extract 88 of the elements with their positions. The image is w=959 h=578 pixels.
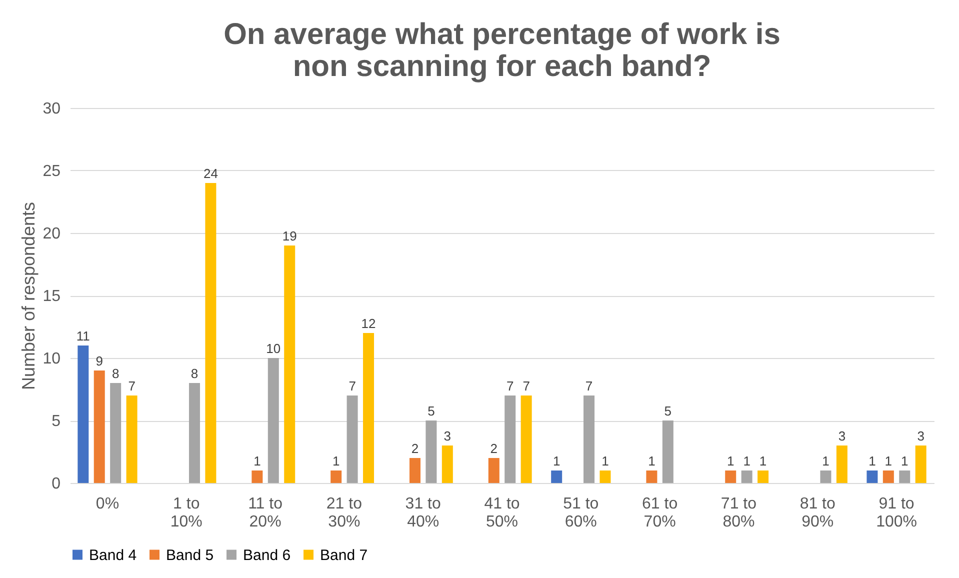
data-label: 1: [332, 454, 340, 468]
data-label: 7: [128, 378, 136, 394]
bar: [346, 396, 358, 483]
bar: [78, 346, 89, 483]
data-label: 1: [726, 454, 734, 468]
bar: [758, 470, 769, 483]
bar: [94, 370, 105, 483]
data-label: 7: [506, 378, 514, 394]
bar: [504, 396, 516, 483]
bar: [899, 470, 910, 483]
bar: [646, 470, 658, 483]
data-label: 7: [348, 378, 356, 394]
data-label: 7: [585, 378, 593, 394]
y-axis-title: Number of respondents: [18, 202, 39, 390]
data-label: 8: [112, 366, 120, 381]
data-label: 1: [868, 454, 876, 468]
y-tick-label: 10: [42, 350, 61, 368]
bar: [741, 470, 752, 483]
bar: [820, 470, 832, 483]
data-label: 5: [664, 404, 672, 418]
bar: [268, 358, 279, 483]
data-label: 1: [743, 454, 750, 468]
x-tick-label: 81 to 90%: [800, 496, 836, 530]
bar: [551, 470, 562, 483]
bar: [584, 396, 595, 483]
data-label: 1: [759, 454, 767, 468]
data-label: 1: [254, 454, 261, 468]
chart-title: On average what percentage of work is non scanning for each band?: [224, 18, 780, 83]
data-label: 7: [522, 378, 530, 394]
x-tick-label: 51 to 60%: [563, 496, 599, 530]
legend-label: Band 5: [166, 546, 214, 564]
bar: [330, 470, 342, 483]
y-tick-label: 25: [42, 163, 61, 180]
bar: [442, 446, 453, 483]
data-label: 3: [838, 428, 846, 444]
bar: [426, 420, 437, 483]
x-tick-label: 0%: [96, 496, 120, 512]
bar: [882, 470, 894, 483]
x-tick-label: 1 to 10%: [170, 496, 202, 530]
data-label: 1: [822, 454, 830, 468]
data-label: 8: [190, 366, 198, 381]
data-label: 1: [552, 454, 560, 468]
y-tick-label: 15: [42, 288, 61, 305]
bar: [363, 333, 374, 483]
data-label: 1: [884, 454, 892, 468]
x-tick-label: 41 to 50%: [484, 496, 520, 530]
legend-label: Band 7: [320, 546, 368, 564]
bar: [866, 470, 878, 483]
y-tick-label: 5: [52, 413, 61, 430]
data-label: 9: [96, 354, 103, 368]
bar: [520, 396, 532, 483]
bar: [110, 383, 122, 483]
data-label: 11: [76, 328, 90, 344]
data-label: 1: [648, 454, 656, 468]
x-tick-label: 91 to 100%: [876, 496, 917, 530]
bar: [488, 458, 500, 483]
bar: [662, 420, 674, 483]
x-tick-label: 31 to 40%: [405, 496, 441, 530]
bar: [836, 446, 848, 483]
x-tick-label: 21 to 30%: [326, 496, 362, 530]
data-label: 3: [444, 428, 452, 444]
bar: [284, 246, 296, 483]
legend-label: Band 4: [89, 546, 137, 564]
data-label: 24: [203, 166, 218, 181]
x-tick-label: 71 to 80%: [720, 496, 757, 530]
bar: [188, 383, 200, 483]
data-label: 1: [901, 454, 908, 468]
x-tick-label: 11 to 20%: [248, 496, 283, 530]
y-tick-label: 30: [42, 100, 61, 118]
data-label: 2: [490, 441, 498, 456]
data-label: 2: [411, 441, 419, 456]
bar: [600, 470, 611, 483]
bar: [409, 458, 420, 483]
data-label: 19: [282, 228, 297, 244]
data-label: 1: [602, 454, 609, 468]
bar: [126, 396, 138, 483]
y-tick-label: 20: [42, 226, 61, 242]
bar: [725, 470, 736, 483]
data-label: 3: [917, 428, 924, 444]
data-label: 10: [266, 341, 281, 356]
x-tick-label: 61 to 70%: [642, 496, 678, 530]
data-label: 12: [361, 316, 376, 331]
legend-label: Band 6: [243, 546, 291, 564]
bar: [205, 183, 216, 483]
y-tick-label: 0: [52, 476, 61, 492]
data-label: 5: [428, 404, 435, 418]
bar: [252, 470, 263, 483]
bar: [915, 446, 926, 483]
